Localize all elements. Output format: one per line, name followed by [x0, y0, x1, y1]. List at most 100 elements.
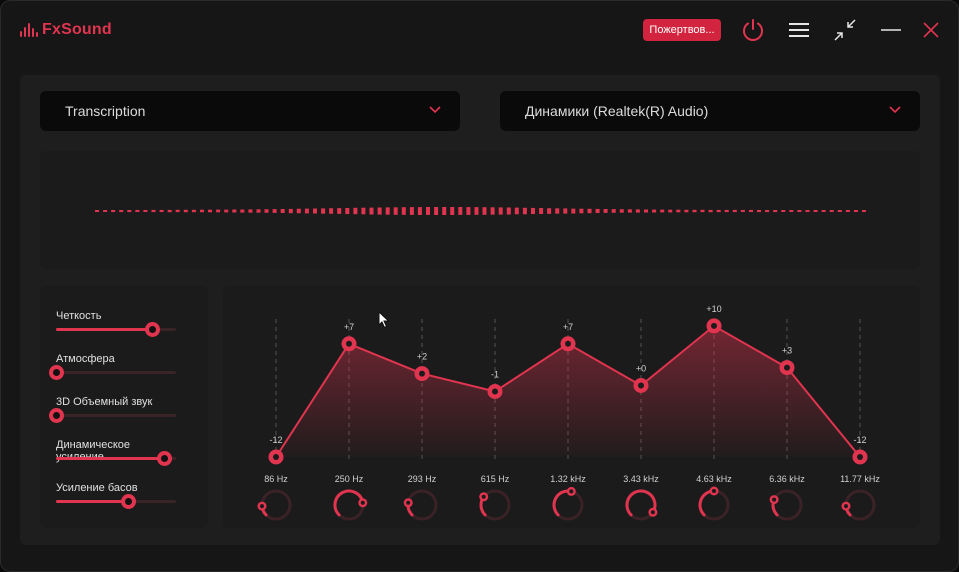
logo-bars-icon — [20, 23, 38, 37]
spectrum-bar — [853, 210, 858, 212]
eq-frequency-knob[interactable] — [698, 486, 730, 521]
eq-band-handle[interactable] — [560, 336, 576, 352]
effect-bass-boost-slider[interactable] — [56, 494, 176, 509]
spectrum-bar — [248, 209, 253, 213]
eq-frequency-knob[interactable] — [403, 489, 438, 521]
spectrum-bar — [563, 208, 568, 214]
spectrum-bar — [280, 209, 285, 213]
spectrum-bar — [208, 209, 212, 213]
spectrum-bar — [635, 209, 640, 213]
slider-thumb[interactable] — [157, 451, 172, 466]
spectrum-bar — [288, 208, 293, 214]
eq-band-handle[interactable] — [414, 366, 430, 382]
spectrum-bar — [514, 207, 519, 215]
spectrum-bar — [845, 210, 850, 212]
effects-panel: Четкость Атмосфера 3D Объемный звук Дина… — [40, 286, 208, 528]
donate-button[interactable]: Пожертвов... — [643, 19, 721, 41]
eq-band-handle[interactable] — [487, 384, 503, 399]
chevron-down-icon — [889, 106, 901, 114]
spectrum-bar — [821, 210, 826, 212]
eq-band-handle[interactable] — [341, 336, 357, 352]
spectrum-bar — [119, 210, 124, 213]
slider-thumb[interactable] — [49, 365, 64, 380]
eq-gain-label: -12 — [269, 435, 282, 445]
slider-thumb[interactable] — [121, 494, 136, 509]
eq-frequency-knob[interactable] — [625, 489, 658, 521]
spectrum-bar — [409, 207, 414, 215]
spectrum-bar — [539, 208, 544, 214]
spectrum-bar — [595, 208, 600, 213]
effect-dynamic-boost: Динамическое усиление — [56, 439, 180, 466]
slider-thumb[interactable] — [145, 322, 160, 337]
spectrum-bar — [151, 209, 156, 213]
spectrum-bar — [127, 210, 132, 213]
spectrum-bar — [321, 208, 326, 214]
slider-thumb[interactable] — [49, 408, 64, 423]
eq-frequency-knob[interactable] — [333, 489, 368, 521]
spectrum-bar — [216, 209, 221, 213]
power-icon[interactable] — [738, 15, 768, 45]
eq-curve-area — [276, 325, 860, 457]
eq-frequency-label: 3.43 kHz — [623, 474, 659, 484]
eq-frequency-label: 4.63 kHz — [696, 474, 732, 484]
output-device-dropdown[interactable]: Динамики (Realtek(R) Audio) — [500, 91, 920, 131]
collapse-arrows-icon[interactable] — [830, 15, 860, 45]
minimize-icon[interactable] — [876, 15, 906, 45]
spectrum-bar — [240, 209, 245, 213]
effect-dynamic-boost-slider[interactable] — [56, 451, 176, 466]
spectrum-bar — [200, 209, 204, 213]
hamburger-menu-icon[interactable] — [784, 15, 814, 45]
effect-surround-label: 3D Объемный звук — [56, 396, 153, 408]
effect-bass-boost-label: Усиление басов — [56, 482, 138, 494]
spectrum-bar — [611, 209, 616, 213]
eq-frequency-knob[interactable] — [552, 486, 584, 521]
eq-frequency-label: 293 Hz — [408, 474, 437, 484]
effect-ambience: Атмосфера — [49, 353, 180, 380]
spectrum-bar — [466, 207, 471, 215]
eq-gain-label: +2 — [417, 352, 427, 362]
spectrum-bar — [627, 209, 632, 213]
spectrum-bar — [837, 210, 842, 212]
spectrum-bar — [668, 209, 673, 213]
spectrum-bar — [191, 209, 196, 213]
eq-gain-label: +10 — [706, 304, 721, 314]
eq-frequency-label: 86 Hz — [264, 474, 288, 484]
spectrum-bar — [442, 207, 447, 215]
spectrum-bar — [531, 207, 535, 215]
spectrum-bar — [434, 207, 439, 215]
spectrum-bar — [829, 210, 834, 212]
eq-band-handle[interactable] — [852, 449, 868, 465]
spectrum-bar — [490, 207, 495, 215]
eq-band-handle[interactable] — [779, 360, 795, 376]
spectrum-bar — [781, 210, 786, 212]
spectrum-bar — [652, 209, 657, 213]
close-icon[interactable] — [916, 15, 946, 45]
app-name: FxSound — [42, 21, 112, 38]
eq-frequency-knob[interactable] — [257, 489, 292, 521]
eq-band-handle[interactable] — [633, 378, 649, 393]
eq-frequency-knob[interactable] — [841, 489, 876, 521]
equalizer-graph: -12 86 Hz +7 250 Hz +2 293 Hz -1 615 Hz +7 1.32 k… — [257, 304, 880, 521]
eq-frequency-knob[interactable] — [479, 489, 511, 521]
title-bar: FxSound Пожертвов... — [1, 1, 958, 59]
effect-ambience-slider[interactable] — [49, 365, 176, 380]
equalizer-panel: -12 86 Hz +7 250 Hz +2 293 Hz -1 615 Hz +7 1.32 k… — [223, 286, 920, 528]
spectrum-bar — [135, 209, 140, 212]
spectrum-bar — [684, 209, 689, 213]
chevron-down-icon — [429, 106, 441, 114]
eq-gain-label: -12 — [853, 435, 866, 445]
spectrum-bar — [167, 209, 172, 213]
eq-gain-label: -1 — [491, 370, 499, 380]
spectrum-bar — [603, 209, 608, 213]
spectrum-bar — [159, 209, 164, 213]
eq-band-handle[interactable] — [268, 449, 284, 465]
spectrum-bar — [385, 207, 390, 215]
spectrum-bar — [458, 207, 463, 215]
effect-surround-slider[interactable] — [49, 408, 176, 423]
effect-clarity-slider[interactable] — [56, 322, 176, 337]
preset-dropdown[interactable]: Transcription — [40, 91, 460, 131]
spectrum-bar — [369, 207, 374, 215]
spectrum-bar — [676, 209, 681, 213]
eq-band-handle[interactable] — [706, 318, 722, 334]
eq-frequency-knob[interactable] — [769, 489, 803, 521]
